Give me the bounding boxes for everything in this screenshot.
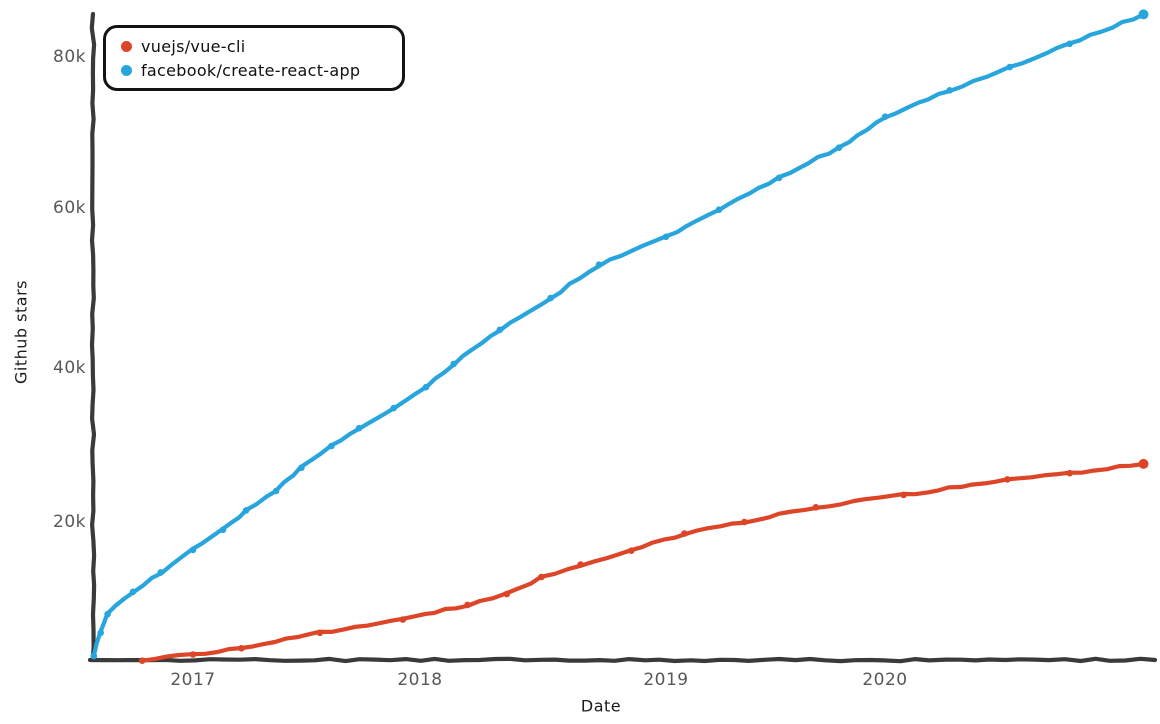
data-point [242,507,250,514]
legend-item-vue-cli: vuejs/vue-cli [121,37,402,56]
data-point [104,610,111,618]
data-point [129,588,137,596]
y-tick-label-60k: 60k [53,198,86,218]
data-point [272,487,280,495]
x-tick-label-2018: 2018 [397,670,443,690]
data-point [577,561,584,568]
data-point [157,569,164,576]
series-marker-blue-icon [121,64,132,76]
data-point [1004,476,1011,483]
data-point [715,206,723,213]
series-line-vuejs-vue-cli [140,461,1146,663]
data-point [219,526,227,534]
data-point [1138,9,1149,20]
data-point [496,326,504,334]
series-line-facebook-create-react-app [91,12,1146,659]
data-point [1066,40,1073,48]
data-point [90,652,98,660]
data-point [812,504,820,511]
data-point [595,261,603,269]
x-axis-line [87,656,1158,664]
data-point [138,657,146,664]
legend-item-create-react-app: facebook/create-react-app [121,61,402,80]
data-point [1066,469,1073,477]
x-tick-label-2020: 2020 [862,670,908,690]
data-point [628,547,635,554]
data-point [238,645,245,652]
data-point [422,383,430,391]
x-axis-title: Date [580,696,622,716]
legend: vuejs/vue-cli facebook/create-react-app [103,25,405,91]
x-tick-label-2017: 2017 [170,670,216,690]
data-point [900,491,907,499]
y-tick-label-40k: 40k [53,358,86,378]
data-point [1006,63,1013,71]
legend-label-vue-cli: vuejs/vue-cli [141,36,246,56]
x-tick-label-2019: 2019 [643,670,689,690]
data-point [503,590,511,598]
y-axis-line [89,11,97,663]
data-point [298,464,305,472]
data-point [189,651,197,658]
y-tick-label-80k: 80k [53,47,86,67]
y-axis-title: Github stars [11,280,31,384]
legend-label-create-react-app: facebook/create-react-app [141,60,361,80]
data-point [328,442,335,450]
data-point [450,360,458,368]
data-point [946,87,953,94]
data-point [741,518,748,526]
data-point [1138,458,1149,469]
data-point [881,113,889,120]
data-point [355,424,363,432]
data-point [464,601,471,609]
data-point [399,616,407,623]
data-point [316,629,324,637]
data-point [538,573,545,581]
data-point [835,144,843,151]
data-point [775,174,783,182]
y-tick-label-20k: 20k [53,512,86,532]
data-point [681,530,688,537]
data-point [390,404,398,412]
data-point [97,629,104,637]
data-point [662,233,670,241]
data-point [547,294,554,302]
data-point [189,546,197,554]
series-marker-red-icon [121,40,132,52]
